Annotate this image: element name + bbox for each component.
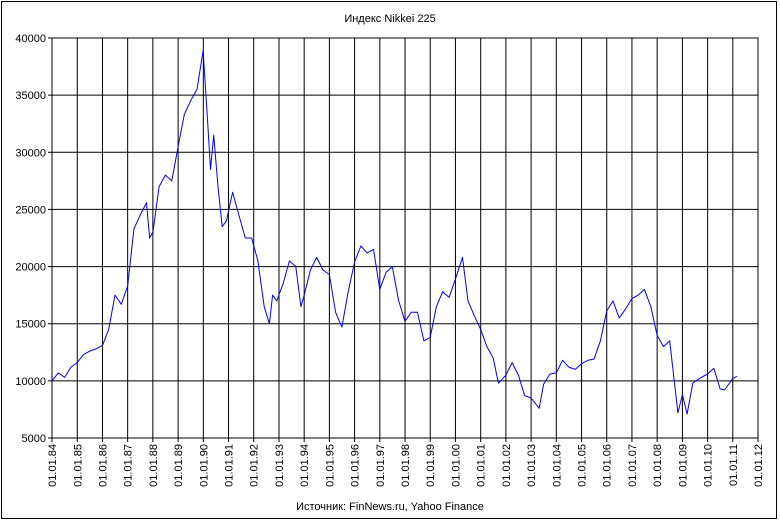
x-tick-label: 01.01.04 [551,444,563,487]
x-tick-label: 01.01.10 [703,444,715,487]
y-tick-label: 15000 [15,319,46,331]
y-tick-label: 40000 [15,33,46,45]
x-tick-label: 01.01.91 [224,444,236,487]
x-tick-label: 01.01.02 [501,444,513,487]
x-tick-label: 01.01.86 [97,444,109,487]
grid [52,38,758,438]
x-tick-label: 01.01.05 [577,444,589,487]
x-tick-label: 01.01.90 [198,444,210,487]
x-tick-label: 01.01.98 [400,444,412,487]
x-tick-label: 01.01.09 [677,444,689,487]
x-tick-label: 01.01.92 [249,444,261,487]
x-axis: 01.01.84 01.01.85 01.01.86 01.01.87 01.01.88… [47,438,765,487]
x-tick-label: 01.01.99 [425,444,437,487]
x-tick-label: 01.01.97 [375,444,387,487]
x-tick-label: 01.01.01 [476,444,488,487]
x-tick-label: 01.01.85 [72,444,84,487]
y-tick-label: 5000 [22,433,46,445]
x-tick-label: 01.01.11 [728,444,740,486]
x-tick-label: 01.01.06 [602,444,614,487]
x-tick-label: 01.01.95 [324,444,336,487]
x-tick-label: 01.01.03 [526,444,538,487]
x-tick-label: 01.01.96 [350,444,362,487]
y-tick-label: 30000 [15,147,46,159]
x-tick-label: 01.01.93 [274,444,286,487]
nikkei-series-line [51,50,738,415]
y-axis: 5000 10000 15000 20000 25000 30000 35000 40000 [15,33,52,445]
y-tick-label: 10000 [15,376,46,388]
y-tick-label: 25000 [15,204,46,216]
x-tick-label: 01.01.89 [173,444,185,487]
x-tick-label: 01.01.12 [753,444,765,487]
x-tick-label: 01.01.08 [652,444,664,487]
chart-title: Индекс Nikkei 225 [344,13,435,25]
x-tick-label: 01.01.87 [123,444,135,487]
x-tick-label: 01.01.88 [148,444,160,487]
source-note: Источник: FinNews.ru, Yahoo Finance [296,501,484,513]
x-tick-label: 01.01.00 [450,444,462,487]
y-tick-label: 20000 [15,262,46,274]
x-tick-label: 01.01.84 [47,444,59,487]
y-tick-label: 35000 [15,90,46,102]
x-tick-label: 01.01.94 [299,444,311,487]
x-tick-label: 01.01.07 [627,444,639,487]
